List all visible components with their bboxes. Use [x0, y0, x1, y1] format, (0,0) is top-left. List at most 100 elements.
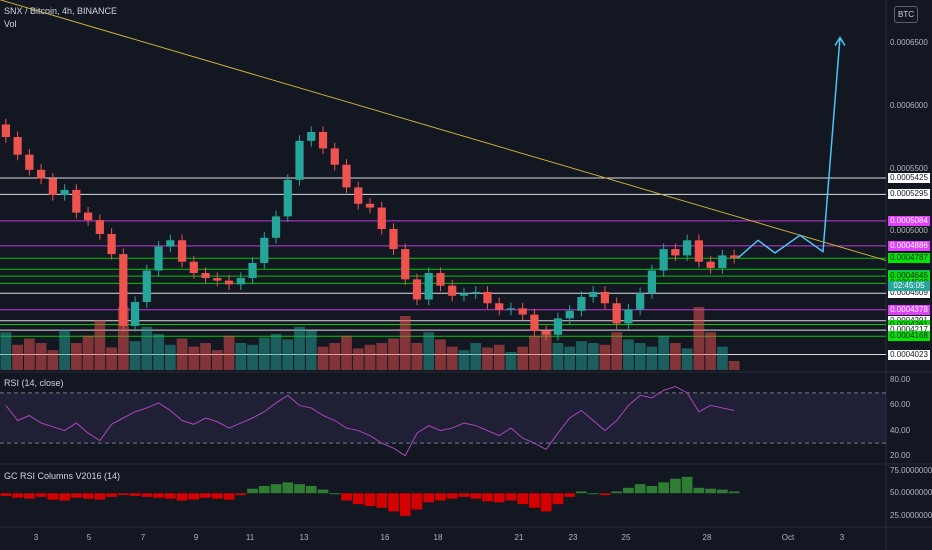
volume-bar: [235, 343, 247, 370]
gc-column: [717, 489, 728, 494]
gc-column: [341, 493, 352, 501]
gc-column: [70, 493, 82, 498]
candle-body: [60, 189, 69, 195]
volume-bar: [258, 337, 270, 370]
candle-body: [624, 309, 633, 324]
gc-column: [388, 493, 399, 512]
volume-bar: [176, 338, 188, 370]
candle-body: [154, 246, 163, 271]
volume-bar: [470, 343, 482, 370]
volume-bar: [658, 335, 670, 370]
trendline: [0, 0, 887, 261]
projection-path: [737, 37, 841, 259]
date-tick: 21: [514, 533, 524, 542]
price-label: 0.0005425: [888, 172, 930, 183]
candle-body: [330, 148, 339, 165]
candle-body: [459, 293, 469, 296]
date-tick: Oct: [781, 533, 795, 542]
volume-bar: [482, 347, 493, 370]
symbol-title[interactable]: SNX / Bitcoin, 4h, BINANCE: [4, 6, 118, 16]
volume-bar: [623, 339, 634, 370]
gc-column: [540, 493, 552, 512]
price-label: 0.0004509: [888, 288, 930, 299]
candle-body: [142, 270, 151, 302]
candle-body: [565, 310, 574, 319]
candle-body: [365, 203, 375, 208]
rsi-title[interactable]: RSI (14, close): [4, 378, 64, 388]
volume-bar: [423, 332, 435, 370]
candle-body: [25, 154, 34, 170]
candle-body: [354, 187, 363, 204]
candle-body: [694, 240, 703, 262]
candle-body: [342, 164, 351, 188]
gc-column: [564, 493, 576, 497]
candle-body: [307, 132, 316, 141]
gc-column: [364, 493, 376, 506]
gc-column: [376, 493, 388, 508]
gc-column: [576, 491, 587, 494]
gc-column: [211, 493, 223, 499]
rsi-tick: 80.00: [890, 375, 911, 385]
volume-bar: [399, 316, 411, 370]
gc-column: [153, 493, 164, 498]
date-tick: 23: [568, 533, 578, 542]
volume-bar: [12, 344, 23, 370]
volume-bar: [305, 330, 317, 370]
candle-body: [83, 212, 93, 221]
price-label: 0.0004787: [888, 253, 930, 264]
volume-bar: [141, 326, 153, 370]
candle-body: [271, 216, 281, 238]
gc-column: [470, 493, 482, 499]
volume-bar: [646, 346, 658, 370]
volume-bar: [446, 346, 458, 370]
gc-column: [12, 493, 23, 498]
gc-column: [670, 478, 681, 494]
date-tick: 9: [193, 533, 199, 542]
candle-body: [48, 178, 57, 195]
price-label: 0.0004168: [888, 331, 930, 342]
gc-title[interactable]: GC RSI Columns V2016 (14): [4, 471, 121, 481]
volume-bar: [693, 307, 705, 370]
volume-bar: [59, 329, 70, 370]
date-tick: 13: [299, 533, 309, 542]
gc-column: [587, 493, 599, 495]
gc-column: [270, 484, 282, 494]
volume-bar: [94, 320, 106, 370]
candle-body: [530, 314, 539, 331]
volume-bar: [329, 343, 341, 370]
gc-column: [23, 493, 35, 499]
gc-column: [258, 485, 270, 494]
candle-body: [600, 291, 610, 304]
currency-badge[interactable]: BTC: [894, 6, 918, 23]
candle-body: [448, 285, 457, 296]
volume-bar: [35, 343, 47, 370]
rsi-tick: 40.00: [890, 425, 911, 435]
gc-column: [529, 493, 540, 508]
candle-body: [683, 240, 692, 256]
gc-column: [693, 487, 705, 494]
gc-column: [223, 493, 235, 500]
candle-body: [201, 273, 210, 279]
volume-bar: [188, 346, 200, 370]
volume-bar: [294, 326, 305, 370]
gc-column: [82, 493, 94, 499]
candle-body: [471, 291, 480, 294]
candle-body: [119, 254, 128, 326]
candle-body: [636, 293, 645, 310]
gc-tick: 25.0000000: [890, 510, 932, 520]
volume-bar: [270, 334, 282, 370]
candle-body: [236, 278, 245, 285]
volume-bar: [705, 332, 717, 370]
gc-column: [176, 493, 188, 501]
volume-label[interactable]: Vol: [4, 19, 17, 29]
gc-column: [399, 493, 411, 516]
gc-column: [247, 488, 258, 494]
price-tick: 0.0006500: [890, 37, 928, 47]
candle-body: [95, 220, 104, 234]
gc-column: [505, 493, 517, 501]
volume-bar: [117, 307, 129, 370]
rsi-tick: 20.00: [890, 450, 911, 460]
price-label: 0.0004378: [888, 304, 930, 315]
candle-body: [671, 249, 680, 256]
